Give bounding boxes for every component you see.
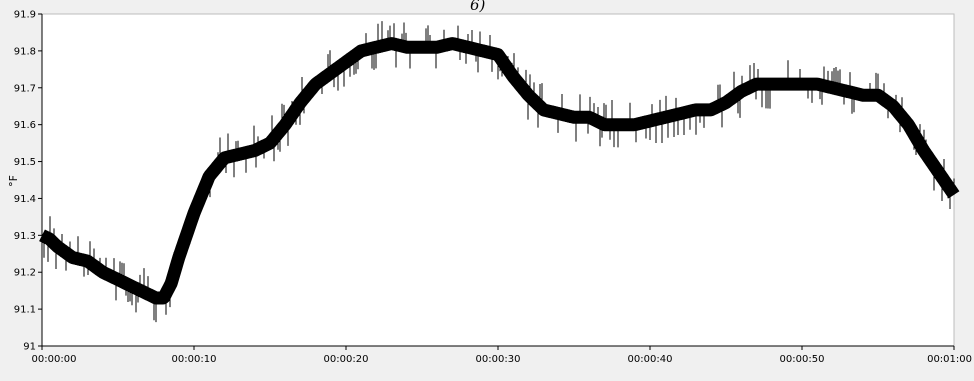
x-tick-label: 00:00:20 bbox=[324, 354, 369, 365]
y-tick-label: 91.2 bbox=[14, 268, 36, 279]
x-tick-label: 00:00:10 bbox=[172, 354, 217, 365]
x-tick-label: 00:00:50 bbox=[780, 354, 825, 365]
y-tick-label: 91.4 bbox=[14, 194, 36, 205]
y-tick-label: 91 bbox=[23, 342, 36, 353]
x-axis: 00:00:00 00:00:10 00:00:20 00:00:30 00:00:40… bbox=[32, 345, 972, 365]
series-layer bbox=[36, 21, 960, 323]
x-tick-label: 00:00:30 bbox=[476, 354, 521, 365]
y-tick-label: 91.6 bbox=[14, 120, 36, 131]
page-fragment-text: 6) bbox=[470, 0, 486, 14]
y-tick-label: 91.3 bbox=[14, 231, 36, 242]
x-tick-label: 00:01:00 bbox=[927, 354, 972, 365]
x-tick-label: 00:00:00 bbox=[32, 354, 77, 365]
series-line bbox=[36, 21, 960, 323]
y-tick-label: 91.8 bbox=[14, 46, 36, 57]
y-axis: 91 91.1 91.2 91.3 91.4 91.5 91.6 91.7 91.8 91.9 bbox=[14, 10, 43, 353]
y-tick-label: 91.7 bbox=[14, 83, 36, 94]
y-axis-label: °F bbox=[7, 175, 20, 187]
y-tick-label: 91.5 bbox=[14, 157, 36, 168]
x-tick-label: 00:00:40 bbox=[628, 354, 673, 365]
y-tick-label: 91.1 bbox=[14, 305, 36, 316]
y-tick-label: 91.9 bbox=[14, 10, 36, 21]
